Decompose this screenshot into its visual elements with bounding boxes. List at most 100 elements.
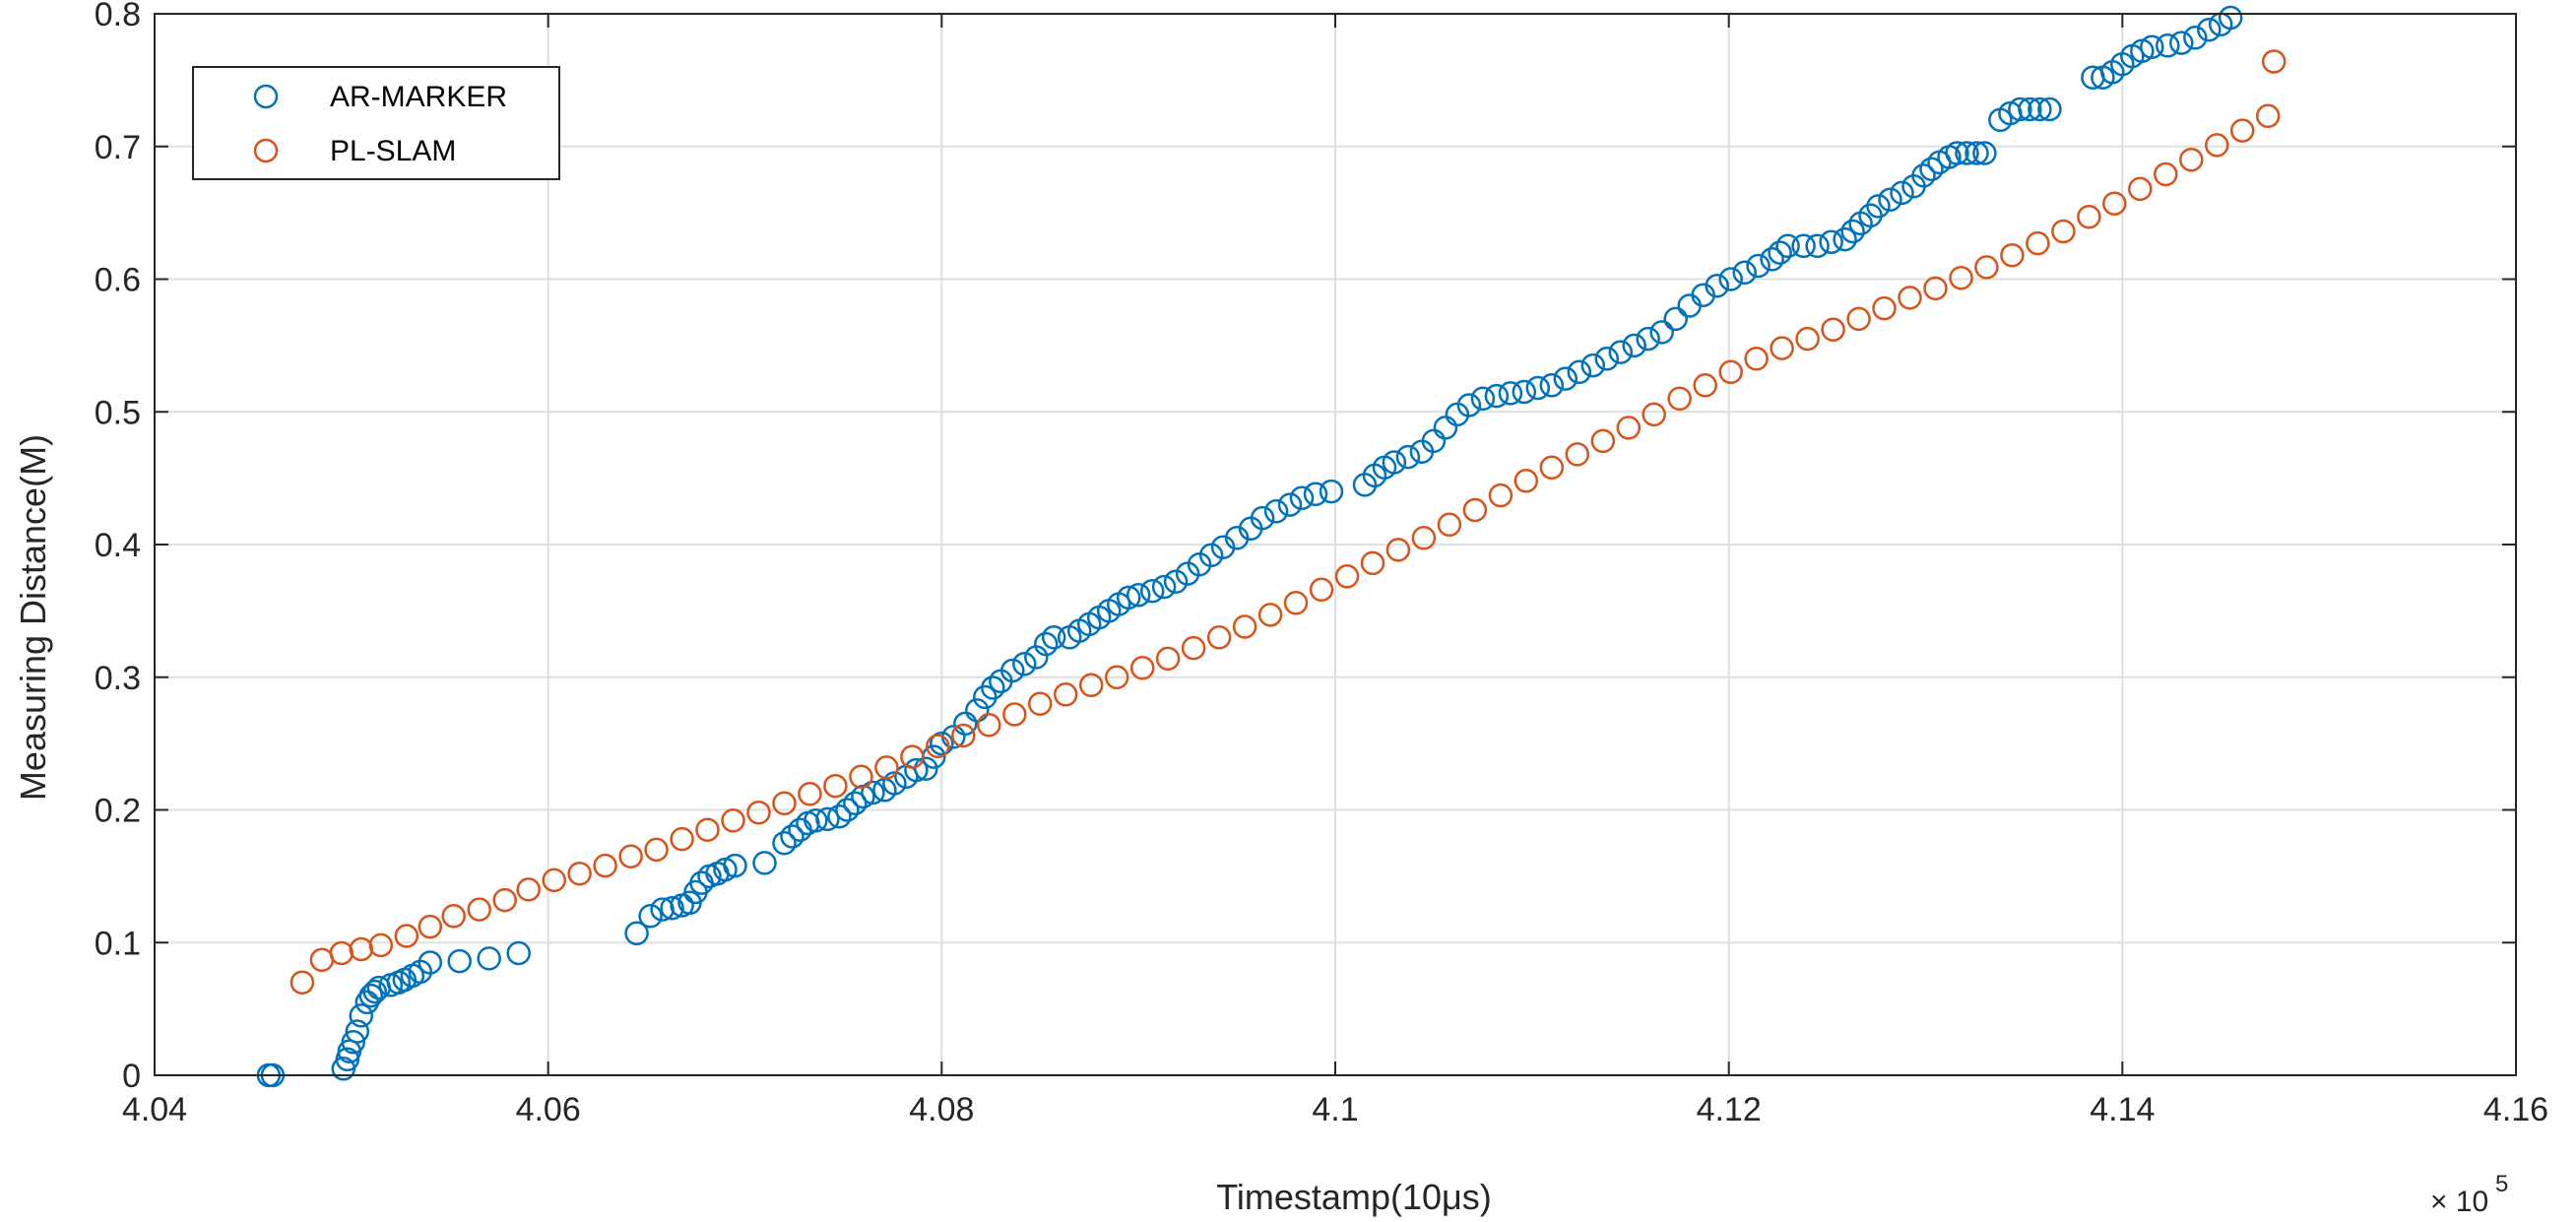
ar-marker-point [1775,233,1800,259]
ar-marker-point [1718,267,1743,291]
pl-slam-point [849,764,873,790]
ar-marker-point [1622,333,1646,358]
legend-label-ar-marker: AR-MARKER [330,81,507,113]
x-tick-label: 4.12 [1697,1091,1762,1128]
ar-marker-point [780,824,805,849]
ar-marker-point [1866,194,1891,219]
pl-slam-point [2051,219,2076,244]
pl-slam-point [2205,133,2229,158]
pl-slam-point [2102,191,2127,216]
ar-marker-point [638,904,663,929]
ar-marker-point [1433,416,1458,440]
ar-marker-point [1198,543,1224,568]
pl-slam-point [2255,103,2281,129]
ar-marker-point [1945,141,1969,165]
y-tick-label: 0.8 [95,0,141,33]
y-tick-label: 0.1 [95,925,141,962]
ar-marker-point [827,804,852,829]
ar-marker-point [1277,492,1303,517]
ar-marker-point [1890,180,1914,206]
pl-slam-point [2229,118,2255,143]
ar-marker-point [882,771,907,796]
ar-marker-point [2140,34,2164,59]
grid-lines [155,14,2516,1075]
ar-marker-point [1791,233,1816,259]
ar-marker-point [2037,96,2062,122]
x-tick-label: 4.14 [2090,1091,2155,1128]
ar-marker-point [861,780,885,805]
pl-slam-point [290,970,315,995]
pl-slam-point [1411,526,1437,550]
ar-marker-point [1000,658,1025,683]
pl-slam-point [951,723,976,748]
pl-slam-point [2154,161,2178,187]
pl-slam-point [1974,255,1999,280]
ar-marker-point [772,830,797,856]
pl-slam-point [1283,591,1309,615]
pl-slam-point [1437,512,1462,538]
y-tick-label: 0.4 [95,527,141,564]
pl-slam-point [1667,386,1692,412]
pl-slam-point [394,924,419,948]
ar-marker-point [349,1003,374,1028]
ar-marker-point [1553,366,1578,391]
ar-marker-point [2018,96,2042,122]
ar-marker-point [1539,373,1565,398]
ar-marker-point [1512,379,1537,405]
ar-marker-point [1955,141,1979,165]
ar-marker-point [2197,17,2222,42]
pl-slam-point [772,791,797,816]
ar-marker-point [477,946,501,971]
ar-marker-point [2169,31,2194,55]
ar-marker-point [1840,219,1865,244]
pl-slam-point [695,817,720,842]
ar-marker-point [953,711,978,737]
pl-slam-point [1385,538,1411,562]
ar-marker-point [914,756,938,781]
ar-marker-point [345,1019,370,1044]
pl-slam-point [1309,577,1334,603]
pl-slam-point [1129,656,1155,680]
legend-box [192,66,560,180]
ar-marker-point [362,979,388,1004]
ar-marker-point [1033,631,1059,657]
x-multiplier-exponent: 5 [2495,1171,2508,1197]
y-tick-label: 0 [122,1058,141,1095]
pl-slam-point [1744,347,1769,371]
ar-marker-point [1746,253,1771,279]
pl-slam-point [1770,336,1794,360]
pl-slam-point [2026,230,2050,256]
ar-marker-point [1303,482,1328,507]
ar-marker-point [358,983,384,1008]
ar-marker-point [1484,383,1510,409]
ar-marker-point [1594,347,1620,371]
ar-marker-point [1663,306,1688,332]
pl-slam-point [618,844,643,868]
ar-marker-point [904,757,929,783]
pl-slam-point [900,744,925,769]
legend-marker-ar-marker [253,84,279,109]
ar-marker-point [1456,393,1482,418]
x-multiplier-label: × 10 [2430,1186,2488,1218]
ar-marker-point [2183,26,2208,50]
ar-marker-point [981,675,1005,700]
pl-slam-point [1565,442,1590,467]
pl-slam-point [1334,564,1360,589]
pl-slam-point [1078,673,1104,698]
ar-marker-point [1263,499,1289,524]
ar-marker-point [1919,157,1944,181]
ar-marker-point [1768,240,1792,265]
pl-slam-point [1104,665,1129,690]
ar-marker-point [1382,450,1407,475]
ar-marker-point [1126,582,1151,608]
pl-slam-point [1488,482,1513,508]
ar-marker-point [1760,247,1784,272]
y-tick-label: 0.2 [95,793,141,830]
ar-marker-point [2156,33,2180,58]
legend: AR-MARKER PL-SLAM [192,66,560,180]
pl-slam-point [1539,455,1565,481]
pl-slam-point [1002,702,1027,727]
ar-marker-point [1041,625,1066,650]
ar-marker-point [804,808,828,833]
